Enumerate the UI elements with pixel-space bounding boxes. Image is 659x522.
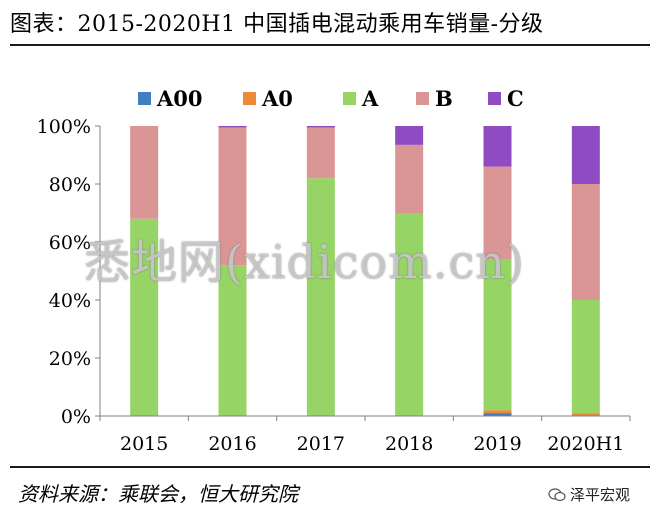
y-tick-label: 0% (61, 406, 91, 428)
bar-segment-c (483, 126, 512, 167)
bar-segment-c (306, 126, 335, 128)
legend-label: A0 (261, 86, 293, 111)
legend-label: B (435, 86, 453, 111)
bar-segment-a0 (571, 413, 600, 416)
legend-swatch (243, 92, 256, 105)
bar-segment-c (571, 126, 600, 184)
bar-segment-a00 (483, 413, 512, 416)
x-tick-label: 2017 (297, 433, 345, 455)
legend: A00 A0 A B C (138, 86, 524, 111)
legend-swatch (343, 92, 356, 105)
bar-segment-c (218, 126, 247, 128)
y-tick-label: 80% (49, 174, 91, 196)
y-tick-label: 20% (49, 348, 91, 370)
x-tick-label: 2016 (208, 433, 256, 455)
x-tick-label: 2018 (385, 433, 433, 455)
bar-segment-b (571, 184, 600, 300)
bar-segment-a0 (483, 410, 512, 414)
stacked-bar-chart: A00 A0 A B C 0% 20% 40% 60% 80% 100% 2015 2016 2017 2… (37, 86, 631, 455)
legend-item-a00: A00 (138, 86, 203, 111)
bar-segment-a (483, 259, 512, 411)
bar-segment-a (571, 300, 600, 414)
bar-segment-b (306, 127, 335, 179)
bar-segment-a (130, 218, 159, 416)
legend-item-b: B (416, 86, 453, 111)
legend-swatch (416, 92, 429, 105)
legend-swatch (488, 92, 501, 105)
bar-segment-b (483, 166, 512, 260)
chart-title: 图表：2015-2020H1 中国插电混动乘用车销量-分级 (10, 12, 544, 37)
title-divider (10, 44, 650, 46)
bar-segment-a (395, 213, 424, 416)
legend-label: A (361, 86, 379, 111)
brand-name: 泽平宏观 (570, 486, 631, 504)
brand-mark: 泽平宏观 (548, 484, 630, 505)
y-tick-label: 60% (49, 232, 91, 254)
legend-item-c: C (488, 86, 524, 111)
bar-segment-b (395, 144, 424, 213)
wechat-icon (548, 487, 566, 501)
x-tick-label: 2019 (473, 433, 521, 455)
bar-segment-c (395, 126, 424, 145)
legend-swatch (138, 92, 151, 105)
legend-label: C (507, 86, 524, 111)
legend-item-a: A (343, 86, 379, 111)
bar-segment-b (218, 127, 247, 266)
x-tick-label: 2020H1 (547, 433, 624, 455)
source-note: 资料来源：乘联会，恒大研究院 (18, 482, 298, 506)
bar-segment-a (218, 265, 247, 416)
legend-item-a0: A0 (243, 86, 293, 111)
y-tick-label: 100% (37, 116, 91, 138)
legend-label: A00 (156, 86, 203, 111)
x-tick-label: 2015 (120, 433, 168, 455)
bar-segment-a (306, 178, 335, 416)
bar-segment-b (130, 126, 159, 219)
y-tick-label: 40% (49, 290, 91, 312)
plot-area: 0% 20% 40% 60% 80% 100% 2015 2016 2017 2018 2019 20… (37, 116, 631, 455)
footer-divider (10, 466, 650, 468)
